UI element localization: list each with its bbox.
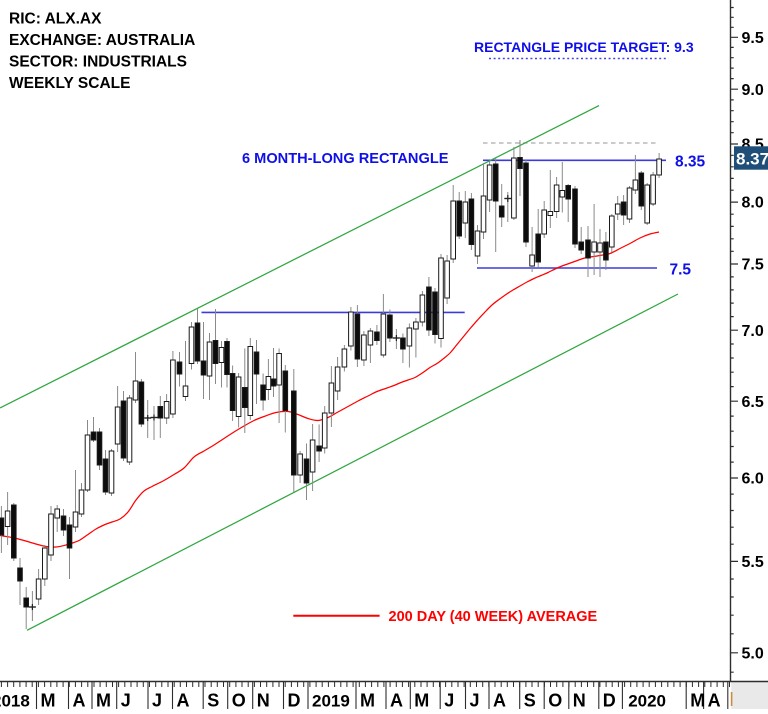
svg-text:8.37: 8.37 <box>736 150 768 169</box>
svg-text:RECTANGLE PRICE TARGET: 9.3: RECTANGLE PRICE TARGET: 9.3 <box>474 39 694 55</box>
svg-text:O: O <box>232 691 246 710</box>
svg-text:WEEKLY SCALE: WEEKLY SCALE <box>9 75 130 92</box>
svg-text:M: M <box>690 691 705 710</box>
svg-text:J: J <box>152 691 162 710</box>
svg-text:M: M <box>360 691 375 710</box>
svg-text:8.0: 8.0 <box>742 195 764 212</box>
svg-text:6.0: 6.0 <box>742 471 764 488</box>
svg-text:M: M <box>96 691 111 710</box>
svg-text:2018: 2018 <box>0 692 30 710</box>
svg-text:D: D <box>288 691 301 710</box>
svg-text:A: A <box>177 691 190 710</box>
svg-text:9.5: 9.5 <box>742 30 764 47</box>
svg-text:J: J <box>470 691 480 710</box>
svg-text:A: A <box>708 691 721 710</box>
svg-text:M: M <box>414 691 429 710</box>
svg-text:7.0: 7.0 <box>742 323 764 340</box>
svg-text:J: J <box>444 691 454 710</box>
svg-text:EXCHANGE: AUSTRALIA: EXCHANGE: AUSTRALIA <box>9 32 195 49</box>
svg-text:A: A <box>493 691 506 710</box>
svg-text:O: O <box>548 691 562 710</box>
svg-text:M: M <box>41 691 56 710</box>
svg-text:SECTOR: INDUSTRIALS: SECTOR: INDUSTRIALS <box>9 54 187 71</box>
svg-text:D: D <box>603 691 616 710</box>
svg-text:6.5: 6.5 <box>742 394 764 411</box>
svg-text:5.0: 5.0 <box>742 645 764 662</box>
svg-text:200 DAY (40 WEEK) AVERAGE: 200 DAY (40 WEEK) AVERAGE <box>389 609 598 625</box>
svg-text:N: N <box>257 691 270 710</box>
svg-text:RIC: ALX.AX: RIC: ALX.AX <box>9 11 102 28</box>
svg-text:A: A <box>390 691 403 710</box>
svg-text:7.5: 7.5 <box>670 261 692 278</box>
svg-text:S: S <box>207 691 219 710</box>
svg-text:5.5: 5.5 <box>742 554 764 571</box>
svg-text:N: N <box>573 691 586 710</box>
svg-text:6 MONTH-LONG RECTANGLE: 6 MONTH-LONG RECTANGLE <box>242 151 449 167</box>
svg-text:2019: 2019 <box>312 692 350 710</box>
svg-text:7.5: 7.5 <box>742 257 764 274</box>
svg-text:2020: 2020 <box>628 692 666 710</box>
svg-text:8.35: 8.35 <box>675 153 706 170</box>
svg-text:S: S <box>524 691 536 710</box>
svg-text:J: J <box>121 691 131 710</box>
svg-text:9.0: 9.0 <box>742 82 764 99</box>
svg-text:A: A <box>73 691 86 710</box>
